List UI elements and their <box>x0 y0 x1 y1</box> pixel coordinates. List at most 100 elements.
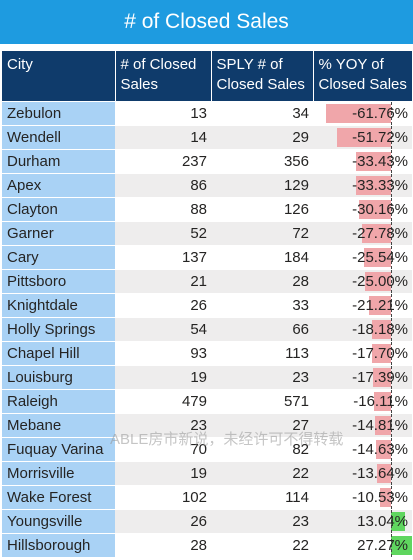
negative-yoy-bar <box>376 463 391 483</box>
negative-yoy-bar <box>375 415 391 435</box>
cell-closed-sales: 23 <box>115 412 211 437</box>
cell-yoy-closed-sales: 13.04% <box>313 508 412 533</box>
cell-city: Knightdale <box>2 292 115 317</box>
negative-yoy-bar <box>374 391 391 411</box>
table-row[interactable]: Garner 52 72 -27.78% <box>2 220 412 245</box>
cell-closed-sales: 21 <box>115 268 211 293</box>
cell-yoy-closed-sales: -30.16% <box>313 196 412 221</box>
cell-city: Cary <box>2 244 115 269</box>
cell-sply-closed-sales: 571 <box>211 388 313 413</box>
negative-yoy-bar <box>372 367 391 387</box>
negative-yoy-bar <box>364 271 391 291</box>
table-row[interactable]: Knightdale 26 33 -21.21% <box>2 292 412 317</box>
zero-axis-line <box>391 270 392 293</box>
cell-city: Pittsboro <box>2 268 115 293</box>
yoy-value-text: -30.16% <box>352 200 408 218</box>
cell-sply-closed-sales: 184 <box>211 244 313 269</box>
cell-city: Holly Springs <box>2 316 115 341</box>
table-row[interactable]: Chapel Hill 93 113 -17.70% <box>2 340 412 365</box>
yoy-value-text: -61.76% <box>352 104 408 122</box>
table-row[interactable]: Youngsville 26 23 13.04% <box>2 508 412 533</box>
cell-yoy-closed-sales: -25.00% <box>313 268 412 293</box>
cell-city: Wendell <box>2 124 115 149</box>
cell-closed-sales: 26 <box>115 508 211 533</box>
yoy-value-text: -18.18% <box>352 320 408 338</box>
zero-axis-line <box>391 534 392 557</box>
cell-sply-closed-sales: 113 <box>211 340 313 365</box>
visual-title: # of Closed Sales <box>0 0 413 44</box>
table-row[interactable]: Louisburg 19 23 -17.39% <box>2 364 412 389</box>
zero-axis-line <box>391 150 392 173</box>
positive-yoy-bar <box>391 535 412 555</box>
negative-yoy-bar <box>364 247 391 267</box>
yoy-value-text: -25.00% <box>352 272 408 290</box>
cell-closed-sales: 28 <box>115 532 211 557</box>
cell-yoy-closed-sales: -33.33% <box>313 172 412 197</box>
cell-city: Wake Forest <box>2 484 115 509</box>
table-row[interactable]: Pittsboro 21 28 -25.00% <box>2 268 412 293</box>
negative-yoy-bar <box>379 487 391 507</box>
closed-sales-table: City # of Closed Sales SPLY # of Closed … <box>2 51 412 557</box>
cell-sply-closed-sales: 66 <box>211 316 313 341</box>
cell-sply-closed-sales: 22 <box>211 460 313 485</box>
cell-yoy-closed-sales: -61.76% <box>313 100 412 125</box>
negative-yoy-bar <box>372 343 391 363</box>
table-row[interactable]: Morrisville 19 22 -13.64% <box>2 460 412 485</box>
cell-city: Clayton <box>2 196 115 221</box>
yoy-value-text: -33.33% <box>352 176 408 194</box>
yoy-value-text: 27.27% <box>357 536 408 554</box>
zero-axis-line <box>391 462 392 485</box>
cell-closed-sales: 88 <box>115 196 211 221</box>
cell-city: Durham <box>2 148 115 173</box>
zero-axis-line <box>391 246 392 269</box>
cell-closed-sales: 52 <box>115 220 211 245</box>
cell-city: Zebulon <box>2 100 115 125</box>
yoy-value-text: -51.72% <box>352 128 408 146</box>
cell-yoy-closed-sales: -17.39% <box>313 364 412 389</box>
zero-axis-line <box>391 126 392 149</box>
table-row[interactable]: Zebulon 13 34 -61.76% <box>2 100 412 125</box>
table-row[interactable]: Mebane 23 27 -14.81% <box>2 412 412 437</box>
yoy-value-text: -21.21% <box>352 296 408 314</box>
table-row[interactable]: Cary 137 184 -25.54% <box>2 244 412 269</box>
table-body: Zebulon 13 34 -61.76% Wendell 14 29 -51.72% Durh… <box>2 100 412 557</box>
cell-yoy-closed-sales: -13.64% <box>313 460 412 485</box>
cell-sply-closed-sales: 129 <box>211 172 313 197</box>
table-row[interactable]: Raleigh 479 571 -16.11% <box>2 388 412 413</box>
zero-axis-line <box>391 414 392 437</box>
zero-axis-line <box>391 222 392 245</box>
table-row[interactable]: Wake Forest 102 114 -10.53% <box>2 484 412 509</box>
column-header-yoy-closed-sales[interactable]: % YOY of Closed Sales <box>313 51 412 101</box>
cell-city: Apex <box>2 172 115 197</box>
table-row[interactable]: Hillsborough 28 22 27.27% <box>2 532 412 557</box>
table-row[interactable]: Fuquay Varina 70 82 -14.63% <box>2 436 412 461</box>
yoy-value-text: -10.53% <box>352 488 408 506</box>
negative-yoy-bar <box>355 151 391 171</box>
cell-closed-sales: 70 <box>115 436 211 461</box>
negative-yoy-bar <box>371 319 391 339</box>
cell-sply-closed-sales: 356 <box>211 148 313 173</box>
zero-axis-line <box>391 438 392 461</box>
table-row[interactable]: Holly Springs 54 66 -18.18% <box>2 316 412 341</box>
column-header-city[interactable]: City <box>2 51 116 101</box>
cell-yoy-closed-sales: -10.53% <box>313 484 412 509</box>
cell-city: Mebane <box>2 412 115 437</box>
cell-yoy-closed-sales: -27.78% <box>313 220 412 245</box>
cell-sply-closed-sales: 23 <box>211 364 313 389</box>
positive-yoy-bar <box>391 511 405 531</box>
column-header-closed-sales[interactable]: # of Closed Sales <box>115 51 212 101</box>
cell-closed-sales: 137 <box>115 244 211 269</box>
table-row[interactable]: Wendell 14 29 -51.72% <box>2 124 412 149</box>
table-row[interactable]: Apex 86 129 -33.33% <box>2 172 412 197</box>
cell-yoy-closed-sales: -25.54% <box>313 244 412 269</box>
table-row[interactable]: Clayton 88 126 -30.16% <box>2 196 412 221</box>
table-row[interactable]: Durham 237 356 -33.43% <box>2 148 412 173</box>
yoy-value-text: -16.11% <box>353 392 408 410</box>
cell-sply-closed-sales: 33 <box>211 292 313 317</box>
column-header-sply-closed-sales[interactable]: SPLY # of Closed Sales <box>211 51 314 101</box>
zero-axis-line <box>391 510 392 533</box>
zero-axis-line <box>391 102 392 125</box>
cell-sply-closed-sales: 34 <box>211 100 313 125</box>
negative-yoy-bar <box>336 127 391 147</box>
table-header-row: City # of Closed Sales SPLY # of Closed … <box>2 51 412 101</box>
